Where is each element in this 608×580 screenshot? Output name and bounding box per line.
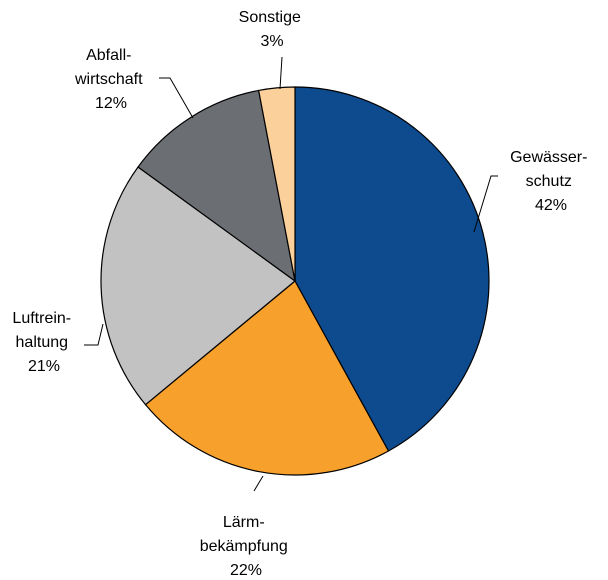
slice-label-line: Gewässer- [510,149,587,166]
slice-value-label: 12% [95,95,127,112]
slice-label-line: Lärm- [223,514,265,531]
slice-label-sonstige: Sonstige 3% [239,9,306,50]
slice-label-laermbekaempfung: Lärm- bekämpfung 22% [200,514,293,579]
slice-label-line: Sonstige [239,9,301,26]
leader-line-laermbekaempfung [253,475,264,492]
leader-line-sonstige [279,56,283,90]
slice-label-line: Luftrein- [12,310,71,327]
slice-label-line: schutz [526,173,572,190]
slice-value-label: 3% [260,33,283,50]
slice-label-line: wirtschaft [74,71,143,88]
pie-slice-sonstige [258,86,296,282]
leader-line-abfallwirtschaft [159,77,194,119]
pie-slice-gewaesserschutz [294,86,490,452]
slice-label-line: haltung [16,334,69,351]
pie-slices [100,86,490,476]
leader-line-luftreinhaltung [84,323,104,346]
slice-labels: Gewässer- schutz 42% Lärm- bekämpfung 22… [12,9,592,579]
slice-label-line: bekämpfung [200,538,288,555]
slice-label-luftreinhaltung: Luftrein- haltung 21% [12,310,75,375]
slice-label-gewaesserschutz: Gewässer- schutz 42% [510,149,592,214]
slice-value-label: 21% [28,358,60,375]
leader-line-gewaesserschutz [473,175,498,233]
slice-value-label: 22% [230,562,262,579]
slice-label-abfallwirtschaft: Abfall- wirtschaft 12% [74,47,147,112]
slice-label-line: Abfall- [86,47,131,64]
slice-value-label: 42% [535,197,567,214]
pie-slice-laermbekaempfung [144,280,390,476]
pie-slice-luftreinhaltung [100,166,296,406]
label-leader-lines [84,56,498,492]
pie-slice-abfallwirtschaft [137,89,296,282]
